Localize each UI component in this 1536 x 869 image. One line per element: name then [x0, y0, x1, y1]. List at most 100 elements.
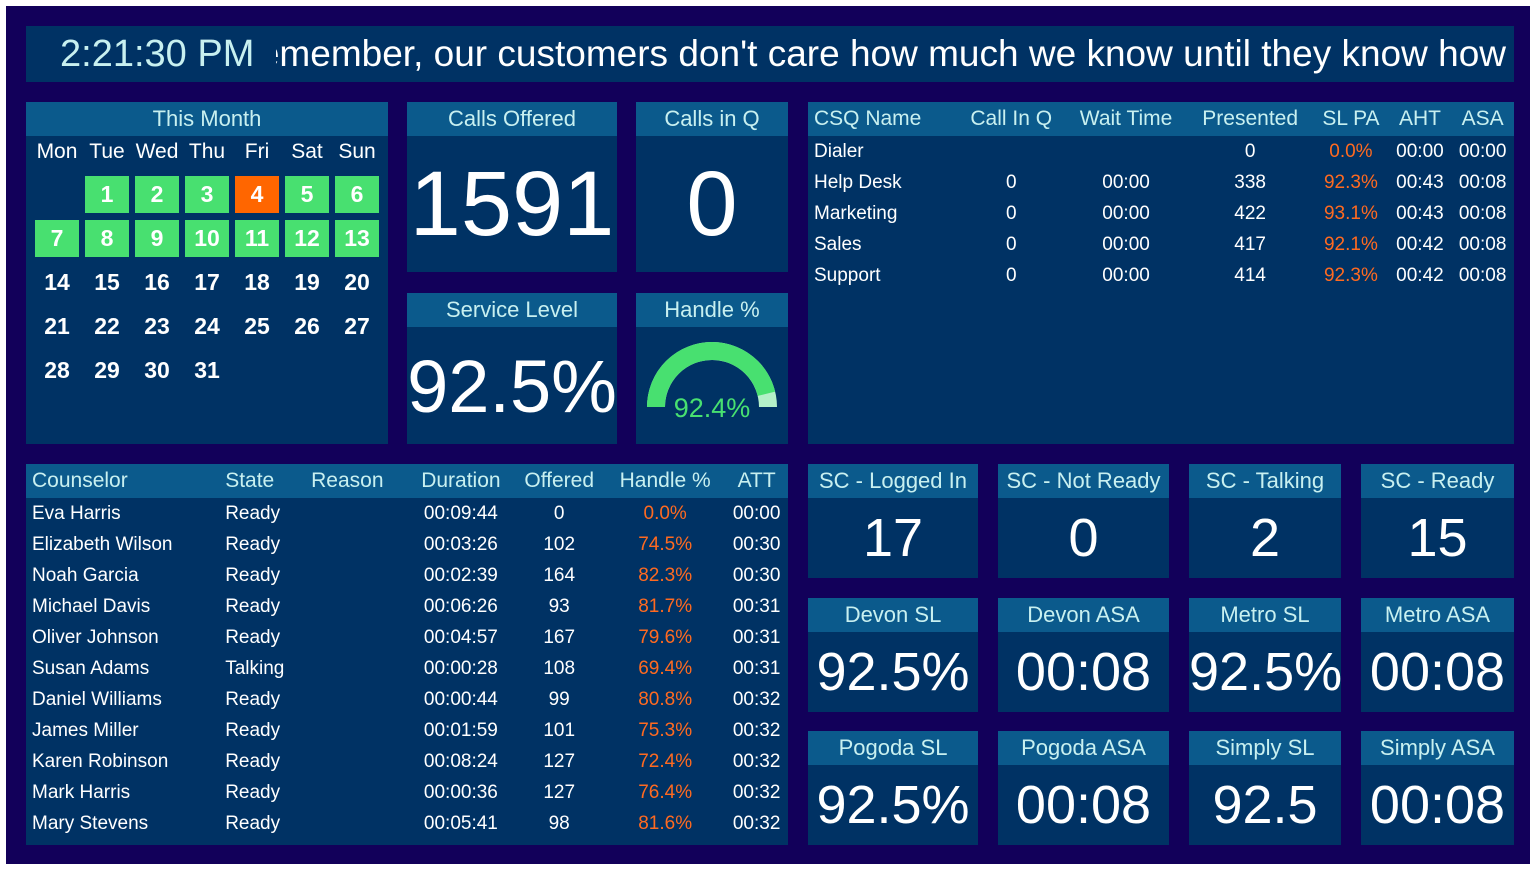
table-cell: 00:00:44: [423, 688, 498, 710]
column-header[interactable]: Handle %: [605, 464, 726, 498]
kpi-label: Metro ASA: [1361, 598, 1514, 632]
table-cell: 338: [1234, 171, 1266, 193]
calendar-day[interactable]: 15: [82, 260, 132, 304]
calendar-day[interactable]: 30: [132, 348, 182, 392]
column-header[interactable]: State: [219, 464, 306, 498]
table-row[interactable]: Karen Robinson Ready 00:08:24 127 72.4% 00:32: [26, 746, 788, 777]
service-level-value: 92.5%: [407, 345, 617, 428]
table-cell: [305, 591, 408, 622]
calendar-day[interactable]: 28: [32, 348, 82, 392]
table-cell: 00:08: [1458, 202, 1507, 224]
day-number: 25: [244, 312, 270, 339]
column-header[interactable]: CSQ Name: [808, 102, 958, 136]
table-row[interactable]: Mark Harris Ready 00:00:36 127 76.4% 00:32: [26, 777, 788, 808]
column-header[interactable]: Offered: [513, 464, 606, 498]
calendar-day[interactable]: 1: [82, 172, 132, 216]
calendar-day[interactable]: 11: [232, 216, 282, 260]
table-row[interactable]: Noah Garcia Ready 00:02:39 164 82.3% 00:30: [26, 560, 788, 591]
table-row[interactable]: Help Desk 0 00:00 338 92.3% 00:43 00:08: [808, 167, 1514, 198]
calendar-day[interactable]: 7: [32, 216, 82, 260]
table-cell: 93.1%: [1323, 202, 1378, 224]
calendar-day[interactable]: 16: [132, 260, 182, 304]
kpi-tile: Metro SL 92.5%: [1189, 598, 1343, 712]
column-header[interactable]: Reason: [305, 464, 409, 498]
calendar-day[interactable]: 26: [282, 304, 332, 348]
calendar-day[interactable]: 20: [332, 260, 382, 304]
calendar-day[interactable]: 10: [182, 216, 232, 260]
column-header[interactable]: Call In Q: [957, 102, 1066, 136]
calendar-title: This Month: [26, 102, 388, 136]
column-header[interactable]: Presented: [1187, 102, 1314, 136]
table-row[interactable]: Mary Stevens Ready 00:05:41 98 81.6% 00:32: [26, 808, 788, 839]
calendar-day[interactable]: 6: [332, 172, 382, 216]
calendar-day[interactable]: 4: [232, 172, 282, 216]
table-row[interactable]: Oliver Johnson Ready 00:04:57 167 79.6% 00:31: [26, 622, 788, 653]
table-row[interactable]: Eva Harris Ready 00:09:44 0 0.0% 00:00: [26, 498, 788, 529]
column-header[interactable]: SL PA: [1313, 102, 1389, 136]
table-cell: 00:00: [1102, 171, 1150, 193]
table-cell: 00:08:24: [423, 750, 498, 772]
table-cell: 417: [1234, 233, 1266, 255]
day-number: 19: [294, 268, 320, 295]
calendar-day[interactable]: 12: [282, 216, 332, 260]
table-row[interactable]: Support 0 00:00 414 92.3% 00:42 00:08: [808, 260, 1514, 291]
table-cell: Susan Adams: [32, 657, 150, 679]
day-number: 8: [85, 219, 129, 257]
table-row[interactable]: Susan Adams Talking 00:00:28 108 69.4% 00:31: [26, 653, 788, 684]
weekday-label: Tue: [89, 140, 125, 163]
table-row[interactable]: James Miller Ready 00:01:59 101 75.3% 00:32: [26, 715, 788, 746]
column-header[interactable]: Wait Time: [1065, 102, 1188, 136]
table-cell: 74.5%: [638, 533, 693, 555]
calendar-day[interactable]: 27: [332, 304, 382, 348]
table-row[interactable]: Sales 0 00:00 417 92.1% 00:42 00:08: [808, 229, 1514, 260]
kpi-value: 92.5%: [1189, 642, 1343, 702]
table-row[interactable]: Marketing 0 00:00 422 93.1% 00:43 00:08: [808, 198, 1514, 229]
kpi-tile: Devon SL 92.5%: [808, 598, 978, 712]
calls-in-q-panel: Calls in Q 0: [636, 102, 788, 272]
calendar-day[interactable]: 2: [132, 172, 182, 216]
calendar-day[interactable]: 19: [282, 260, 332, 304]
kpi-value: 92.5: [1212, 775, 1318, 835]
calendar-day[interactable]: 3: [182, 172, 232, 216]
column-header[interactable]: ASA: [1451, 102, 1514, 136]
column-header[interactable]: ATT: [725, 464, 788, 498]
calendar-day[interactable]: 29: [82, 348, 132, 392]
calendar-day[interactable]: 22: [82, 304, 132, 348]
calendar-day[interactable]: 23: [132, 304, 182, 348]
table-row[interactable]: Daniel Williams Ready 00:00:44 99 80.8% 00:32: [26, 684, 788, 715]
table-cell: [305, 653, 408, 684]
calendar-day[interactable]: 8: [82, 216, 132, 260]
calendar-day[interactable]: 31: [182, 348, 232, 392]
table-cell: 00:00: [1102, 264, 1150, 286]
day-number: 7: [35, 219, 79, 257]
calendar-day[interactable]: 24: [182, 304, 232, 348]
calendar-day[interactable]: 9: [132, 216, 182, 260]
column-header[interactable]: AHT: [1388, 102, 1452, 136]
calendar-day[interactable]: 5: [282, 172, 332, 216]
kpi-value: 00:08: [1369, 775, 1506, 835]
calendar-day[interactable]: 14: [32, 260, 82, 304]
kpi-label: Pogoda ASA: [998, 731, 1169, 765]
table-row[interactable]: Dialer 0 0.0% 00:00 00:00: [808, 136, 1514, 167]
table-cell: 00:30: [732, 533, 781, 555]
calendar-day[interactable]: 21: [32, 304, 82, 348]
calendar-day[interactable]: 18: [232, 260, 282, 304]
kpi-label: SC - Not Ready: [998, 464, 1169, 498]
kpi-value: 17: [862, 508, 924, 568]
calendar-day[interactable]: 13: [332, 216, 382, 260]
day-number: 6: [335, 175, 379, 213]
table-row[interactable]: Elizabeth Wilson Ready 00:03:26 102 74.5% 00:…: [26, 529, 788, 560]
calendar-day[interactable]: 25: [232, 304, 282, 348]
calendar-day[interactable]: 17: [182, 260, 232, 304]
day-number: 13: [335, 219, 379, 257]
table-cell: 81.6%: [638, 812, 693, 834]
table-row[interactable]: Michael Davis Ready 00:06:26 93 81.7% 00:31: [26, 591, 788, 622]
table-cell: Mary Stevens: [32, 812, 149, 834]
table-cell: [957, 136, 1065, 167]
table-cell: 82.3%: [638, 564, 693, 586]
column-header[interactable]: Counselor: [26, 464, 220, 498]
table-cell: Ready: [225, 595, 281, 617]
day-number: 2: [135, 175, 179, 213]
calls-offered-panel: Calls Offered 1591: [407, 102, 617, 272]
column-header[interactable]: Duration: [408, 464, 514, 498]
